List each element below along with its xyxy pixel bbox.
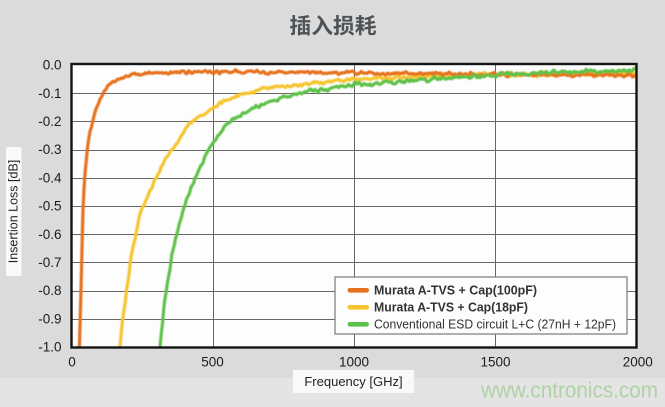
svg-text:0.0: 0.0 xyxy=(43,58,62,73)
svg-text:-0.1: -0.1 xyxy=(38,86,61,101)
svg-text:Conventional ESD circuit L+C (: Conventional ESD circuit L+C (27nH + 12p… xyxy=(374,317,616,332)
svg-text:-0.4: -0.4 xyxy=(38,170,62,185)
svg-text:-0.5: -0.5 xyxy=(38,199,61,214)
svg-text:Frequency [GHz]: Frequency [GHz] xyxy=(304,374,402,389)
svg-text:-0.3: -0.3 xyxy=(38,142,61,157)
svg-text:www.cntronics.com: www.cntronics.com xyxy=(480,378,658,403)
svg-text:-0.9: -0.9 xyxy=(38,311,61,326)
svg-text:1000: 1000 xyxy=(339,355,369,370)
svg-text:-0.7: -0.7 xyxy=(38,255,61,270)
svg-text:-0.8: -0.8 xyxy=(38,283,61,298)
svg-text:-1.0: -1.0 xyxy=(38,340,61,355)
svg-text:Insertion Loss [dB]: Insertion Loss [dB] xyxy=(7,160,21,264)
svg-text:500: 500 xyxy=(201,355,224,370)
svg-text:2000: 2000 xyxy=(623,355,653,370)
svg-text:Murata A-TVS + Cap(100pF): Murata A-TVS + Cap(100pF) xyxy=(374,283,537,298)
svg-text:Murata A-TVS + Cap(18pF): Murata A-TVS + Cap(18pF) xyxy=(374,300,528,315)
svg-text:-0.6: -0.6 xyxy=(38,227,61,242)
svg-text:-0.2: -0.2 xyxy=(38,114,61,129)
svg-text:0: 0 xyxy=(68,355,76,370)
svg-text:1500: 1500 xyxy=(480,355,510,370)
